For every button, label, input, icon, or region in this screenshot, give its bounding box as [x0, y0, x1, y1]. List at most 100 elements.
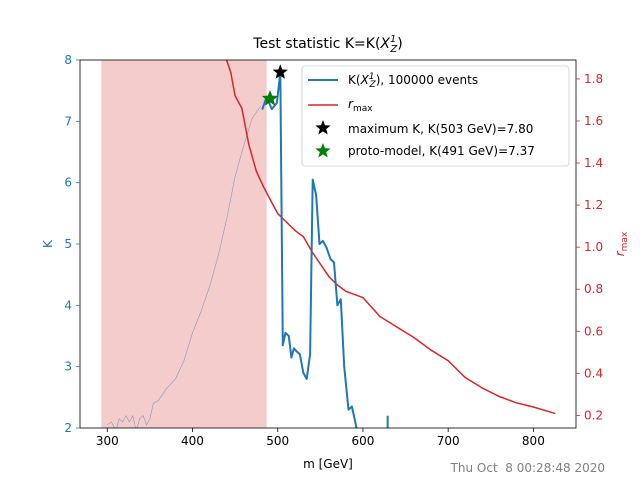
rmax-point — [262, 185, 264, 187]
legend-max-star-icon — [315, 120, 331, 135]
rmax-point — [345, 290, 347, 293]
k-point — [343, 365, 345, 368]
rmax-point — [336, 284, 339, 286]
k-point — [305, 378, 308, 380]
rmax-points — [225, 60, 556, 414]
rmax-point — [241, 107, 243, 110]
left-axis-ticks: 2 3 4 5 6 7 8 — [64, 53, 80, 435]
x-tick-label: 600 — [351, 434, 374, 448]
k-point — [347, 408, 350, 411]
left-axis-label: K — [41, 239, 55, 248]
k-point — [276, 102, 278, 104]
k-point — [351, 405, 353, 408]
k-point — [336, 304, 339, 307]
k-point — [333, 261, 335, 264]
k-point — [318, 243, 321, 245]
rmax-point — [553, 412, 556, 414]
right-axis-label: rmax — [613, 231, 630, 256]
k-point — [339, 298, 342, 301]
legend: K(X1 Z), 100000 events rmax maximum K, K(… — [301, 65, 570, 167]
legend-box — [301, 65, 570, 167]
k-point — [287, 335, 290, 337]
right-tick-label: 0.2 — [584, 408, 603, 422]
legend-k-label: K(X1 Z), 100000 events — [348, 72, 478, 90]
rmax-point — [430, 349, 432, 351]
left-tick-label: 4 — [64, 298, 72, 312]
proto-model-marker — [261, 89, 279, 106]
legend-max-label: maximum K, K(503 GeV)=7.80 — [348, 122, 533, 136]
x-tick-label: 500 — [266, 434, 289, 448]
x-tick-label: 400 — [181, 434, 204, 448]
rmax-point — [230, 71, 232, 74]
k-point — [284, 332, 287, 334]
right-tick-label: 0.6 — [584, 324, 603, 338]
rmax-point — [515, 402, 518, 404]
rmax-point — [328, 275, 330, 278]
left-tick-label: 3 — [64, 360, 72, 374]
thin-trace-line — [107, 105, 261, 428]
rmax-point — [447, 360, 449, 362]
right-tick-label: 0.4 — [584, 366, 603, 380]
k-point — [261, 108, 264, 110]
x-axis-ticks: 300 400 500 600 700 800 — [96, 428, 545, 448]
rmax-point — [464, 376, 466, 379]
k-point — [325, 246, 328, 248]
rmax-point — [285, 221, 287, 223]
k-point — [311, 178, 314, 181]
k-point — [302, 372, 305, 374]
rmax-point — [255, 170, 258, 173]
legend-proto-star-icon — [315, 143, 331, 158]
k-point — [293, 347, 295, 350]
left-tick-label: 7 — [64, 114, 72, 128]
x-tick-label: 700 — [437, 434, 460, 448]
left-tick-label: 8 — [64, 53, 72, 67]
x-axis-label: m [GeV] — [303, 457, 353, 471]
k-point — [322, 240, 324, 242]
rmax-point — [311, 250, 313, 253]
rmax-point — [319, 263, 322, 265]
k-point — [309, 353, 311, 356]
k-point — [365, 458, 367, 460]
k-point — [329, 258, 332, 261]
right-tick-label: 1.2 — [584, 198, 603, 212]
rmax-point — [532, 406, 535, 408]
k-point — [295, 350, 298, 353]
rmax-point — [362, 296, 364, 299]
right-axis-ticks: 0.2 0.4 0.6 0.8 1.0 1.2 1.4 1.6 1.8 — [576, 72, 603, 422]
rmax-point — [413, 336, 415, 339]
rmax-point — [248, 143, 250, 145]
rmax-point — [294, 229, 296, 232]
k-point — [290, 356, 293, 359]
rmax-point — [379, 315, 381, 318]
right-tick-label: 1.4 — [584, 156, 603, 170]
legend-rmax-label: rmax — [348, 97, 373, 114]
x-tick-label: 800 — [522, 434, 545, 448]
k-point — [299, 353, 301, 356]
chart-title: Test statistic K=K(X1 Z) — [252, 34, 402, 55]
right-tick-label: 1.6 — [584, 114, 603, 128]
right-tick-label: 1.0 — [584, 240, 603, 254]
plot-area — [101, 60, 556, 460]
rmax-point — [481, 387, 483, 389]
right-tick-label: 1.8 — [584, 72, 603, 86]
rmax-point — [302, 235, 304, 238]
rmax-point — [234, 95, 236, 97]
k-point — [270, 108, 273, 110]
right-tick-label: 0.8 — [584, 282, 603, 296]
x-tick-label: 300 — [96, 434, 119, 448]
left-tick-label: 6 — [64, 176, 72, 190]
left-tick-label: 5 — [64, 237, 72, 251]
k-point — [315, 194, 317, 196]
k-point — [282, 344, 284, 347]
legend-proto-label: proto-model, K(491 GeV)=7.37 — [348, 144, 535, 158]
rmax-point — [498, 395, 500, 398]
maximum-k-marker — [272, 64, 288, 79]
rmax-point — [270, 200, 272, 202]
k-point — [354, 421, 357, 423]
rmax-point — [396, 326, 398, 328]
left-tick-label: 2 — [64, 421, 72, 435]
timestamp: Thu Oct 8 00:28:48 2020 — [450, 461, 605, 475]
rmax-point — [277, 212, 279, 215]
excluded-region — [101, 60, 267, 428]
